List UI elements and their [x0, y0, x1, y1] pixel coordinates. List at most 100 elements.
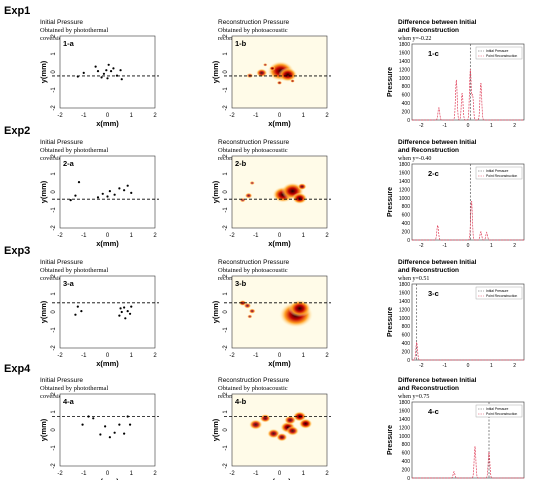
- panel-label: 1-b: [235, 39, 247, 48]
- legend-label-initial: Initial Pressure: [486, 407, 509, 411]
- x-tick-label: 2: [153, 353, 157, 359]
- x-axis-label: x(mm): [268, 119, 291, 128]
- y-tick-label: 0: [407, 118, 410, 124]
- x-tick-label: -2: [229, 353, 235, 359]
- difference-title: Difference between Initial: [398, 139, 477, 146]
- data-point: [80, 310, 83, 313]
- y-tick-label: -2: [223, 345, 229, 351]
- panel-label: 2-c: [428, 169, 439, 178]
- pressure-profile-plot: 020040060080010001200140016001800-2-1012…: [387, 400, 525, 480]
- x-tick-label: -2: [419, 243, 424, 249]
- y-tick-label: -2: [223, 463, 229, 469]
- y-tick-label: 0: [51, 310, 57, 314]
- y-tick-label: 1: [223, 52, 229, 56]
- data-point: [118, 423, 121, 426]
- x-tick-label: -1: [81, 233, 87, 239]
- y-axis-label: y(mm): [39, 418, 48, 441]
- legend-label-initial: Initial Pressure: [486, 49, 509, 53]
- plot-frame: [59, 35, 156, 109]
- y-tick-label: 1000: [399, 76, 410, 82]
- data-point: [96, 70, 100, 73]
- heat-blob: [292, 192, 308, 205]
- x-tick-label: -1: [253, 113, 259, 119]
- legend-label-reconstruction: Point Reconstruction: [486, 294, 517, 298]
- data-point: [77, 181, 81, 184]
- panel-label: 1-c: [428, 49, 439, 58]
- heat-blob: [259, 413, 271, 423]
- pressure-axis-label: Pressure: [387, 307, 394, 337]
- y-tick-label: -1: [223, 207, 229, 213]
- y-tick-label: 200: [402, 230, 411, 236]
- initial-pressure-subtitle: coversion: [40, 155, 66, 162]
- reconstruction-pressure-plot: 1-b -2 -1 0 1 2 -2 -1 0 1 2 x(mm) y(mm): [211, 34, 331, 128]
- data-point: [130, 191, 133, 194]
- legend-box: [475, 404, 523, 418]
- difference-title: Difference between Initial: [398, 19, 477, 26]
- y-tick-label: 800: [402, 442, 411, 448]
- initial-pressure-subtitle: Obtained by photothermal: [40, 267, 108, 274]
- heat-blob: [249, 180, 255, 186]
- y-tick-label: -1: [51, 445, 57, 451]
- y-tick-label: 0: [223, 428, 229, 432]
- x-tick-label: -1: [81, 471, 87, 477]
- data-point: [128, 312, 132, 315]
- x-tick-label: -2: [57, 113, 63, 119]
- data-point: [74, 313, 77, 316]
- difference-title: Difference between Initial: [398, 259, 477, 266]
- x-tick-label: 1: [130, 471, 134, 477]
- initial-pressure-subtitle: Obtained by photothermal: [40, 385, 108, 392]
- initial-pressure-subtitle: Obtained by photothermal: [40, 27, 108, 34]
- legend-box: [475, 166, 523, 180]
- data-point: [92, 417, 95, 420]
- data-point: [113, 193, 116, 196]
- heat-blobs: [239, 180, 308, 205]
- initial-pressure-plot: 2-a -2 -1 0 1 2 -2 -1 0 1 2 x(mm) y(mm): [39, 154, 159, 248]
- x-tick-label: 2: [153, 113, 157, 119]
- y-tick-label: 2: [51, 34, 57, 38]
- x-tick-label: -1: [253, 233, 259, 239]
- y-tick-label: 0: [223, 310, 229, 314]
- data-point: [94, 65, 97, 68]
- x-tick-label: 0: [278, 471, 282, 477]
- y-tick-label: 2: [223, 274, 229, 278]
- x-tick-label: 2: [513, 363, 516, 369]
- y-tick-label: 1400: [399, 417, 410, 423]
- y-tick-label: 0: [51, 70, 57, 74]
- heat-blob: [244, 192, 253, 199]
- y-tick-label: -2: [51, 225, 57, 231]
- data-point: [126, 310, 129, 313]
- x-tick-label: -2: [419, 123, 424, 129]
- plot-frame: [59, 393, 156, 467]
- y-tick-label: 800: [402, 204, 411, 210]
- y-tick-label: 600: [402, 213, 411, 219]
- initial-pressure-title: Initial Pressure: [40, 139, 83, 146]
- panel-label: 4-a: [63, 397, 75, 406]
- y-axis-label: y(mm): [39, 300, 48, 323]
- y-tick-label: 2: [223, 392, 229, 396]
- data-point: [81, 423, 84, 426]
- y-tick-label: 0: [407, 476, 410, 480]
- panel-label: 3-a: [63, 279, 75, 288]
- initial-pressure-subtitle: Obtained by photothermal: [40, 147, 108, 154]
- x-axis-label: x(mm): [96, 119, 119, 128]
- reconstruction-pressure-title: Reconstruction Pressure: [218, 19, 290, 26]
- reconstruction-pressure-title: Reconstruction Pressure: [218, 377, 290, 384]
- x-tick-label: 0: [467, 123, 470, 129]
- heat-blob: [255, 68, 268, 78]
- x-tick-label: 2: [513, 243, 516, 249]
- y-tick-label: 1200: [399, 67, 410, 73]
- reconstruction-profile-line: [412, 68, 524, 121]
- difference-title: and Reconstruction: [398, 147, 459, 154]
- x-tick-label: 0: [467, 363, 470, 369]
- data-point: [130, 305, 133, 308]
- x-tick-label: 0: [278, 233, 282, 239]
- y-tick-label: 800: [402, 84, 411, 90]
- legend-label-initial: Initial Pressure: [486, 289, 509, 293]
